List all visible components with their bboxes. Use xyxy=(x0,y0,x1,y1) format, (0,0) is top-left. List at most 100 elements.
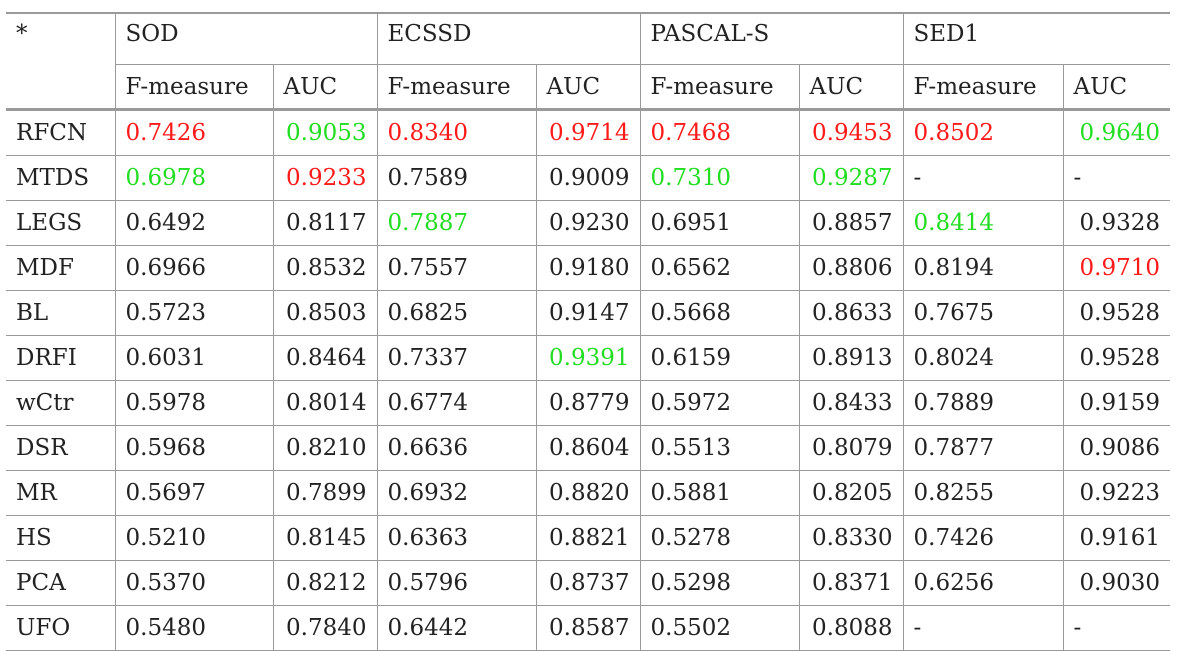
value-cell: 0.5513 xyxy=(640,425,800,471)
table-row: UFO 0.5480 0.7840 0.6442 0.8587 0.5502 0.8088-… xyxy=(6,605,1170,651)
value-cell: 0.7557 xyxy=(377,245,537,291)
method-name-cell: BL xyxy=(6,290,116,336)
value-cell: 0.6966 xyxy=(115,245,274,291)
value-cell: 0.5796 xyxy=(377,560,537,606)
value-cell: 0.6774 xyxy=(377,380,537,426)
value-cell: 0.7877 xyxy=(903,425,1064,471)
value-cell: 0.5881 xyxy=(640,470,800,516)
value-cell: 0.8502 xyxy=(903,109,1064,156)
value-cell: 0.5697 xyxy=(115,470,274,516)
value-cell: 0.8532 xyxy=(273,245,378,291)
value-cell: 0.9086 xyxy=(1079,435,1160,461)
value-cell: 0.8503 xyxy=(273,290,378,336)
value-cell: 0.8633 xyxy=(799,290,904,336)
value-cell: 0.8464 xyxy=(273,335,378,381)
value-cell: 0.6363 xyxy=(377,515,537,561)
value-cell: 0.8779 xyxy=(536,380,641,426)
value-cell: 0.8079 xyxy=(799,425,904,471)
value-cell: 0.5723 xyxy=(115,290,274,336)
value-cell: 0.9159 xyxy=(1079,390,1160,416)
dataset-header-pascal-s: PASCAL-S xyxy=(640,13,904,65)
value-cell: 0.9710 xyxy=(1079,255,1160,281)
value-cell: 0.8414 xyxy=(903,200,1064,246)
value-cell: 0.5968 xyxy=(115,425,274,471)
table-body: RFCN 0.7426 0.9053 0.8340 0.9714 0.7468 0.9453… xyxy=(6,109,1170,651)
value-cell: 0.8145 xyxy=(273,515,378,561)
metric-header-auc: AUC xyxy=(799,64,904,110)
value-cell: 0.9528 xyxy=(1079,300,1160,326)
value-cell: 0.7589 xyxy=(377,155,537,201)
value-cell: 0.6031 xyxy=(115,335,274,381)
value-cell: 0.8371 xyxy=(799,560,904,606)
value-cell: 0.9053 xyxy=(273,109,378,156)
value-cell: 0.8194 xyxy=(903,245,1064,291)
method-name-cell: LEGS xyxy=(6,200,116,246)
value-cell: 0.8117 xyxy=(273,200,378,246)
value-cell: 0.8210 xyxy=(273,425,378,471)
dataset-header-sed1: SED1 xyxy=(903,13,1170,65)
value-cell: 0.7887 xyxy=(377,200,537,246)
corner-cell: * xyxy=(6,13,116,110)
value-cell: 0.8255 xyxy=(903,470,1064,516)
value-cell: 0.9230 xyxy=(536,200,641,246)
value-cell: - xyxy=(1073,165,1082,191)
value-cell: 0.8587 xyxy=(536,605,641,651)
method-name-cell: DSR xyxy=(6,425,116,471)
value-cell: 0.5298 xyxy=(640,560,800,606)
value-cell: 0.7899 xyxy=(273,470,378,516)
table-row: DSR 0.5968 0.8210 0.6636 0.8604 0.5513 0.8079 0… xyxy=(6,425,1170,471)
value-cell: 0.8024 xyxy=(903,335,1064,381)
table-row: DRFI 0.6031 0.8464 0.7337 0.9391 0.6159 0.8913… xyxy=(6,335,1170,381)
value-cell: 0.6442 xyxy=(377,605,537,651)
value-cell: 0.6978 xyxy=(115,155,274,201)
method-name-cell: PCA xyxy=(6,560,116,606)
metric-header-fmeasure: F-measure xyxy=(903,64,1064,110)
table-row: PCA 0.5370 0.8212 0.5796 0.8737 0.5298 0.8371 0… xyxy=(6,560,1170,606)
value-cell: 0.6562 xyxy=(640,245,800,291)
method-name-cell: MTDS xyxy=(6,155,116,201)
value-cell: 0.9223 xyxy=(1079,480,1160,506)
value-cell: 0.7426 xyxy=(115,109,274,156)
value-cell: 0.5480 xyxy=(115,605,274,651)
value-cell: 0.9009 xyxy=(536,155,641,201)
value-cell: 0.9161 xyxy=(1079,525,1160,551)
value-cell: 0.9147 xyxy=(536,290,641,336)
results-table: * SOD ECSSD PASCAL-S SED1 F-measure AUC … xyxy=(6,12,1170,651)
header-row-metrics: F-measure AUC F-measure AUC F-measure AU… xyxy=(6,64,1170,110)
method-name-cell: wCtr xyxy=(6,380,116,426)
value-cell: 0.6159 xyxy=(640,335,800,381)
value-cell: 0.6932 xyxy=(377,470,537,516)
value-cell: 0.8913 xyxy=(799,335,904,381)
value-cell: - xyxy=(903,155,1064,201)
dataset-header-ecssd: ECSSD xyxy=(377,13,641,65)
table-row: RFCN 0.7426 0.9053 0.8340 0.9714 0.7468 0.9453… xyxy=(6,109,1170,156)
table-row: MR 0.5697 0.7899 0.6932 0.8820 0.5881 0.8205 0.… xyxy=(6,470,1170,516)
value-cell: 0.8806 xyxy=(799,245,904,291)
table-row: MDF 0.6966 0.8532 0.7557 0.9180 0.6562 0.8806 0… xyxy=(6,245,1170,291)
value-cell: 0.5668 xyxy=(640,290,800,336)
value-cell: 0.8737 xyxy=(536,560,641,606)
table-row: wCtr 0.5978 0.8014 0.6774 0.8779 0.5972 0.8433… xyxy=(6,380,1170,426)
method-name-cell: MDF xyxy=(6,245,116,291)
value-cell: 0.6825 xyxy=(377,290,537,336)
value-cell: 0.9391 xyxy=(536,335,641,381)
value-cell: 0.9453 xyxy=(799,109,904,156)
method-name-cell: DRFI xyxy=(6,335,116,381)
value-cell: 0.7310 xyxy=(640,155,800,201)
value-cell: 0.5210 xyxy=(115,515,274,561)
value-cell: 0.7337 xyxy=(377,335,537,381)
metric-header-auc: AUC xyxy=(1073,73,1128,100)
value-cell: - xyxy=(903,605,1064,651)
method-name-cell: HS xyxy=(6,515,116,561)
method-name-cell: MR xyxy=(6,470,116,516)
value-cell: 0.9180 xyxy=(536,245,641,291)
value-cell: 0.8212 xyxy=(273,560,378,606)
value-cell: 0.6256 xyxy=(903,560,1064,606)
value-cell: 0.9287 xyxy=(799,155,904,201)
method-name-cell: RFCN xyxy=(6,109,116,156)
value-cell: 0.5502 xyxy=(640,605,800,651)
value-cell: 0.8330 xyxy=(799,515,904,561)
value-cell: 0.9640 xyxy=(1079,120,1160,146)
metric-header-fmeasure: F-measure xyxy=(640,64,800,110)
value-cell: 0.9528 xyxy=(1079,345,1160,371)
